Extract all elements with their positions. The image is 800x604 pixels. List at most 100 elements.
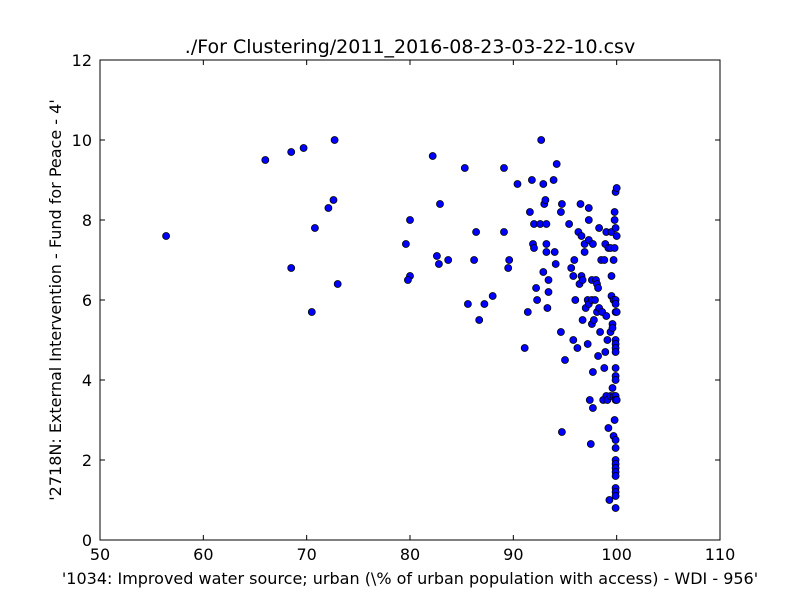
data-point [532,284,540,292]
data-point [569,272,578,280]
data-point [610,416,619,424]
data-point [406,216,414,224]
data-point [544,276,553,284]
data-point [612,396,621,404]
plot-frame [99,59,721,541]
y-tick-label: 8 [82,211,92,230]
data-point [611,364,620,372]
data-point [542,220,551,228]
data-point [583,340,592,348]
data-point [520,344,529,352]
axis-ticks: 50 60 70 80 90 100 110 0 2 4 6 8 10 12 [72,51,736,564]
data-point [612,308,621,316]
x-tick-label: 90 [503,545,523,564]
data-point [533,296,541,304]
data-point [444,256,453,264]
data-point [604,424,613,432]
data-point [550,248,559,256]
data-point [591,296,599,304]
data-point [589,240,597,248]
data-point [578,276,587,284]
data-point [573,344,582,352]
data-point [586,440,595,448]
data-point [601,348,610,356]
data-point [333,280,342,288]
data-point [611,472,620,480]
x-tick-label: 70 [296,545,316,564]
data-point [539,180,548,188]
data-point [436,200,444,208]
data-point [585,396,594,404]
y-tick-label: 10 [72,131,92,150]
data-point [611,300,620,308]
data-point [605,496,614,504]
data-point [600,256,609,264]
data-point [287,148,296,156]
data-point [299,144,308,152]
data-point [611,348,620,356]
y-axis-label: '2718N: External Intervention - Fund for… [46,99,65,500]
y-tick-label: 4 [82,371,92,390]
data-point [162,232,171,240]
data-point [611,436,620,444]
data-point [542,240,551,248]
data-point [576,200,585,208]
data-point [557,208,565,216]
y-tick-label: 0 [82,531,92,550]
data-point [609,256,618,264]
data-point [608,324,617,332]
data-point [595,224,603,232]
data-point [432,252,441,260]
data-point [500,228,508,236]
data-point [330,136,339,144]
data-point [307,308,316,316]
data-point [472,228,481,236]
data-point [460,164,469,172]
data-point [558,428,566,436]
data-point [513,180,522,188]
data-point [571,296,580,304]
data-point [600,364,609,372]
x-tick-label: 80 [400,545,420,564]
data-point [602,312,611,320]
data-point [434,260,443,268]
data-point [610,216,619,224]
data-point [287,264,296,272]
data-point [526,208,534,216]
data-point [530,244,538,252]
data-point [324,204,333,212]
chart-title: ./For Clustering/2011_2016-08-23-03-22-1… [185,36,635,58]
data-points [162,136,621,512]
data-point [401,240,410,248]
data-point [488,292,497,300]
data-point [610,208,619,216]
data-point [537,136,546,144]
data-point [589,404,597,412]
data-point [596,328,604,336]
x-tick-label: 60 [193,545,213,564]
data-point [594,284,602,292]
data-point [561,356,569,364]
data-point [480,300,489,308]
data-point [577,232,586,240]
data-point [470,256,479,264]
data-point [541,196,550,204]
data-point [610,244,619,252]
y-tick-label: 2 [82,451,92,470]
data-point [567,264,576,272]
data-point [611,444,620,452]
data-point [552,160,561,168]
x-axis-label: '1034: Improved water source; urban (\% … [62,569,758,588]
data-point [542,248,551,256]
x-tick-label: 100 [601,545,632,564]
data-point [310,224,319,232]
data-point [612,184,621,192]
data-point [607,272,616,280]
data-point [500,164,508,172]
data-point [584,204,593,212]
data-point [565,220,573,228]
data-point [523,308,532,316]
data-point [611,224,620,232]
